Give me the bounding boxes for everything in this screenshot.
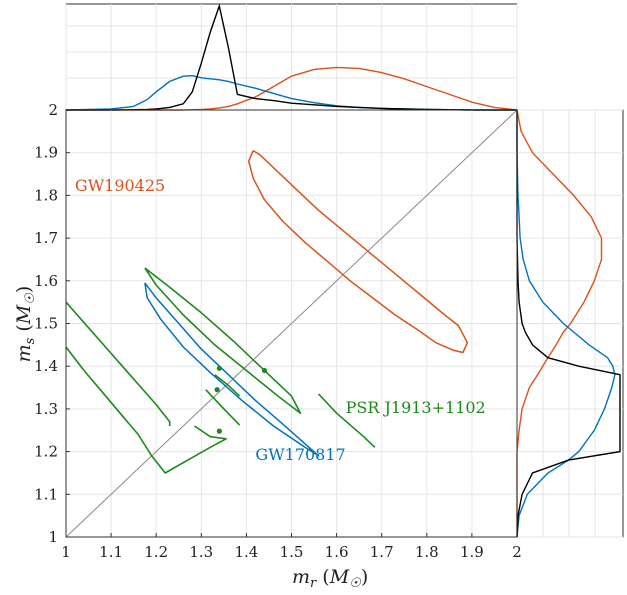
y-tick-label: 1.7 (34, 229, 58, 247)
pulsar-point (214, 387, 220, 393)
top-combined-curve (66, 3, 517, 111)
pulsar-point (216, 428, 222, 434)
x-tick-label: 1 (61, 543, 71, 561)
y-tick-label: 1.6 (34, 272, 58, 290)
contours (65, 149, 469, 474)
x-tick-label: 1.7 (370, 543, 394, 561)
main-grid (65, 109, 518, 538)
top-marginal-panel (65, 3, 518, 111)
x-tick-label: 1.2 (144, 543, 168, 561)
pulsar-contour (144, 267, 302, 415)
x-tick-label: 1.5 (280, 543, 304, 561)
pulsar-label: PSR J1913+1102 (346, 398, 486, 417)
gw190425-contour (247, 149, 469, 354)
y-tick-label: 1.2 (34, 443, 58, 461)
x-tick-label: 1.8 (415, 543, 439, 561)
y-tick-label: 1.4 (34, 357, 58, 375)
y-tick-label: 1 (48, 528, 58, 546)
top-marginal-grid (65, 4, 518, 110)
equal-mass-diagonal (65, 109, 518, 538)
x-tick-label: 1.4 (234, 543, 258, 561)
x-axis-label: mr (M☉) (292, 566, 368, 591)
y-tick-labels: 1 1.1 1.2 1.3 1.4 1.5 1.6 1.7 1.8 1.9 2 (34, 101, 58, 546)
y-tick-label: 2 (48, 101, 58, 119)
y-tick-label: 1.9 (34, 144, 58, 162)
main-plot: GW190425 GW170817 PSR J1913+1102 1 1.1 1.2 1.… (34, 101, 522, 561)
y-tick-label: 1.5 (34, 315, 58, 333)
pulsar-contour (205, 389, 241, 426)
right-marginal-panel (516, 109, 624, 538)
y-tick-label: 1.1 (34, 485, 58, 503)
gw170817-contour (144, 282, 320, 457)
x-tick-label: 1.3 (189, 543, 213, 561)
gw170817-label: GW170817 (255, 445, 345, 464)
pulsar-contour (214, 374, 241, 397)
gw190425-label: GW190425 (75, 176, 165, 195)
pulsar-point (261, 367, 268, 374)
pulsar-contour (65, 346, 227, 474)
main-plot-frame (65, 109, 518, 538)
x-tick-label: 2 (512, 543, 522, 561)
x-tick-label: 1.1 (99, 543, 123, 561)
pulsar-points (214, 365, 268, 434)
y-tick-label: 1.3 (34, 400, 58, 418)
x-tick-label: 1.9 (460, 543, 484, 561)
pulsar-contour (318, 393, 376, 448)
y-tick-label: 1.8 (34, 186, 58, 204)
annotations: GW190425 GW170817 PSR J1913+1102 (75, 176, 486, 464)
pulsar-contour (65, 301, 171, 426)
x-tick-labels: 1 1.1 1.2 1.3 1.4 1.5 1.6 1.7 1.8 1.9 2 (61, 543, 522, 561)
x-tick-label: 1.6 (325, 543, 349, 561)
y-axis-label: ms (M☉) (13, 286, 38, 363)
right-marginal-grid (517, 109, 623, 538)
pulsar-point (216, 365, 222, 371)
